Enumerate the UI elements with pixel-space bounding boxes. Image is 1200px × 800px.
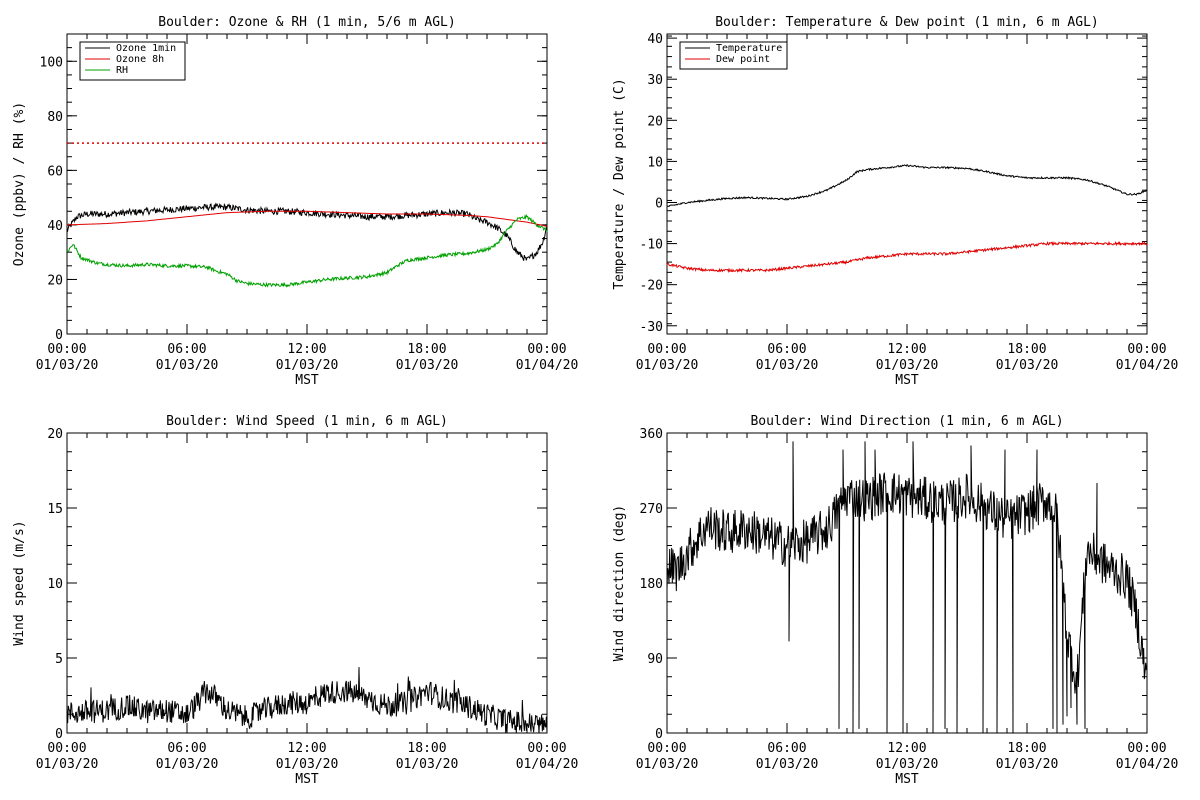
x-tick-time-label: 00:00 <box>647 741 686 756</box>
y-tick-label: 10 <box>647 155 663 170</box>
x-axis-label: MST <box>895 373 919 388</box>
y-tick-label: 5 <box>55 652 63 667</box>
chart-ozone-rh: Boulder: Ozone & RH (1 min, 5/6 m AGL) 0 2… <box>12 15 578 388</box>
series-line-temperature <box>666 164 1148 208</box>
x-tick-date-label: 01/03/20 <box>396 358 459 373</box>
y-tick-label: 0 <box>655 727 663 742</box>
x-tick-time-label: 00:00 <box>47 741 86 756</box>
x-axis-label: MST <box>295 373 319 388</box>
x-axis-label: MST <box>295 772 319 787</box>
x-tick-date-label: 01/03/20 <box>636 757 699 772</box>
x-tick-time-label: 12:00 <box>287 342 326 357</box>
x-tick-date-label: 01/03/20 <box>876 358 939 373</box>
x-tick-time-label: 18:00 <box>407 741 446 756</box>
x-tick-date-label: 01/03/20 <box>36 757 99 772</box>
x-tick-time-label: 00:00 <box>527 741 566 756</box>
x-tick-time-label: 18:00 <box>407 342 446 357</box>
x-tick-time-label: 12:00 <box>887 741 926 756</box>
legend-entry: RH <box>116 65 128 76</box>
x-tick-date-label: 01/04/20 <box>1116 358 1179 373</box>
y-tick-label: 90 <box>647 652 663 667</box>
y-tick-label: 0 <box>655 196 663 211</box>
chart-title: Boulder: Temperature & Dew point (1 min,… <box>715 15 1099 30</box>
y-tick-label: 10 <box>47 577 63 592</box>
x-tick-time-label: 18:00 <box>1007 342 1046 357</box>
y-tick-label: 100 <box>40 55 63 70</box>
series-line-ozone-8h <box>66 210 548 227</box>
chart-wind-speed: Boulder: Wind Speed (1 min, 6 m AGL) 0 5 10… <box>12 414 578 787</box>
series-line-rh <box>66 213 548 288</box>
x-tick-date-label: 01/03/20 <box>276 757 339 772</box>
x-tick-time-label: 06:00 <box>767 342 806 357</box>
y-tick-label: -10 <box>640 238 663 253</box>
x-axis-label: MST <box>895 772 919 787</box>
y-axis-label: Wind direction (deg) <box>612 505 627 662</box>
y-tick-label: 80 <box>47 110 63 125</box>
x-tick-date-label: 01/03/20 <box>876 757 939 772</box>
series-line-dew-point <box>666 240 1148 274</box>
legend-entry: Ozone 8h <box>116 54 164 65</box>
x-tick-time-label: 06:00 <box>167 342 206 357</box>
series-line-data <box>666 441 1148 734</box>
y-tick-label: 15 <box>47 502 63 517</box>
x-tick-time-label: 12:00 <box>287 741 326 756</box>
x-tick-date-label: 01/03/20 <box>156 358 219 373</box>
y-tick-label: -30 <box>640 320 663 335</box>
y-tick-label: 270 <box>640 502 663 517</box>
y-tick-label: 360 <box>640 427 663 442</box>
y-tick-label: 20 <box>47 427 63 442</box>
chart-title: Boulder: Wind Direction (1 min, 6 m AGL) <box>750 414 1063 429</box>
x-tick-date-label: 01/03/20 <box>756 358 819 373</box>
x-tick-date-label: 01/03/20 <box>996 757 1059 772</box>
y-tick-label: 30 <box>647 73 663 88</box>
x-tick-date-label: 01/03/20 <box>36 358 99 373</box>
legend-entry: Dew point <box>716 54 770 65</box>
series-line-data <box>66 667 548 734</box>
chart-title: Boulder: Ozone & RH (1 min, 5/6 m AGL) <box>158 15 455 30</box>
y-axis-label: Wind speed (m/s) <box>12 520 27 645</box>
x-tick-date-label: 01/04/20 <box>1116 757 1179 772</box>
y-tick-label: -20 <box>640 279 663 294</box>
y-tick-label: 20 <box>47 273 63 288</box>
y-tick-label: 60 <box>47 164 63 179</box>
chart-wind-direction: Boulder: Wind Direction (1 min, 6 m AGL)… <box>612 414 1178 787</box>
x-tick-date-label: 01/03/20 <box>756 757 819 772</box>
x-tick-time-label: 00:00 <box>527 342 566 357</box>
y-tick-label: 0 <box>55 328 63 343</box>
x-tick-date-label: 01/04/20 <box>516 757 579 772</box>
x-tick-date-label: 01/03/20 <box>996 358 1059 373</box>
x-tick-time-label: 12:00 <box>887 342 926 357</box>
y-tick-label: 40 <box>647 32 663 47</box>
chart-title: Boulder: Wind Speed (1 min, 6 m AGL) <box>166 414 448 429</box>
y-tick-label: 40 <box>47 219 63 234</box>
x-tick-time-label: 00:00 <box>1127 741 1166 756</box>
x-tick-time-label: 18:00 <box>1007 741 1046 756</box>
y-axis-label: Temperature / Dew point (C) <box>612 78 627 289</box>
legend-entry: Temperature <box>716 43 782 54</box>
series-line-ozone-1min <box>66 202 548 261</box>
y-axis-label: Ozone (ppbv) / RH (%) <box>12 102 27 266</box>
x-tick-time-label: 06:00 <box>167 741 206 756</box>
x-tick-date-label: 01/03/20 <box>396 757 459 772</box>
x-tick-date-label: 01/03/20 <box>276 358 339 373</box>
legend-entry: Ozone 1min <box>116 43 176 54</box>
x-tick-time-label: 00:00 <box>647 342 686 357</box>
y-tick-label: 20 <box>647 114 663 129</box>
x-tick-date-label: 01/03/20 <box>156 757 219 772</box>
chart-temp-dew: Boulder: Temperature & Dew point (1 min,… <box>612 15 1178 388</box>
x-tick-date-label: 01/04/20 <box>516 358 579 373</box>
y-tick-label: 180 <box>640 577 663 592</box>
legend-box <box>679 41 788 70</box>
x-tick-time-label: 06:00 <box>767 741 806 756</box>
x-tick-time-label: 00:00 <box>1127 342 1166 357</box>
x-tick-time-label: 00:00 <box>47 342 86 357</box>
y-tick-label: 0 <box>55 727 63 742</box>
x-tick-date-label: 01/03/20 <box>636 358 699 373</box>
